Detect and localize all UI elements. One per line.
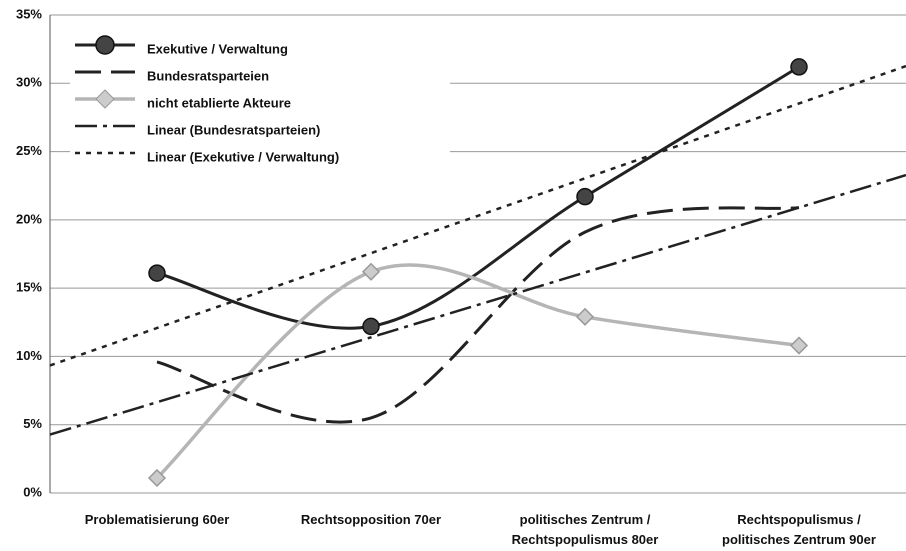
x-tick-label: Rechtsopposition 70er xyxy=(300,512,442,527)
y-tick-label: 15% xyxy=(16,280,42,295)
point xyxy=(148,264,166,282)
x-tick-label: Rechtspopulismus / politisches Zentrum 9… xyxy=(722,512,876,547)
legend: Exekutive / Verwaltung Bundesratsparteien… xyxy=(70,33,450,165)
x-tick-label: politisches Zentrum / Rechtspopulismus 8… xyxy=(511,512,659,547)
trend-line xyxy=(49,173,906,436)
y-tick-label: 35% xyxy=(16,6,42,21)
point xyxy=(576,187,594,206)
legend-label: Linear (Bundesratsparteien) xyxy=(147,122,320,137)
trend-line xyxy=(49,64,906,367)
point xyxy=(790,58,808,76)
legend-label: nicht etablierte Akteure xyxy=(147,95,291,110)
point xyxy=(362,317,380,336)
point xyxy=(147,468,167,488)
y-tick-label: 0% xyxy=(23,484,42,499)
x-tick-label: Problematisierung 60er xyxy=(84,512,230,527)
point xyxy=(361,262,381,281)
legend-marker xyxy=(95,35,115,55)
legend-label: Exekutive / Verwaltung xyxy=(147,41,288,56)
legend-marker xyxy=(95,89,115,109)
series-line xyxy=(156,206,800,424)
point xyxy=(789,336,809,355)
point xyxy=(575,307,595,326)
y-tick-label: 20% xyxy=(16,211,42,226)
series-line xyxy=(156,65,800,330)
y-tick-label: 25% xyxy=(16,143,42,158)
y-tick-label: 30% xyxy=(16,75,42,90)
legend-label: Linear (Exekutive / Verwaltung) xyxy=(147,149,339,164)
series-line xyxy=(155,263,800,480)
y-tick-label: 10% xyxy=(16,348,42,363)
legend-label: Bundesratsparteien xyxy=(147,68,269,83)
y-tick-label: 5% xyxy=(23,416,42,431)
